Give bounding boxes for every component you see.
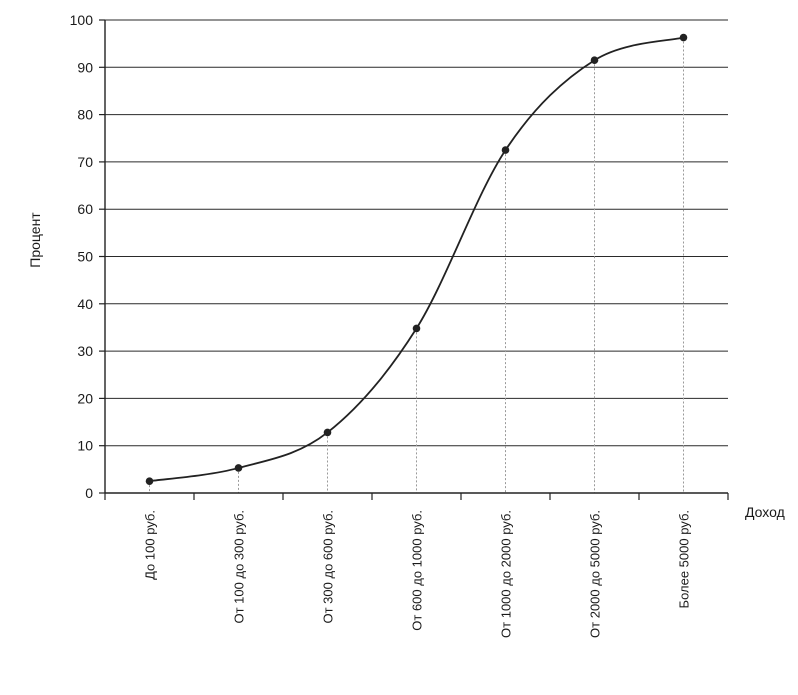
xtick-label-3: От 300 до 600 руб. xyxy=(321,510,336,624)
y-axis-title: Процент xyxy=(27,212,43,268)
xtick-label-7: Более 5000 руб. xyxy=(677,510,692,608)
data-point-1 xyxy=(145,477,154,485)
ytick-label-0: 0 xyxy=(85,485,93,501)
xtick-label-5: От 1000 до 2000 руб. xyxy=(499,510,514,638)
data-point-4 xyxy=(412,324,421,333)
x-axis-title: Доход xyxy=(745,504,785,520)
ytick-label-10: 10 xyxy=(77,438,93,454)
xtick-label-4: От 600 до 1000 руб. xyxy=(410,510,425,631)
data-point-7 xyxy=(679,33,688,42)
ytick-label-50: 50 xyxy=(77,249,93,265)
ytick-label-30: 30 xyxy=(77,343,93,359)
ytick-label-40: 40 xyxy=(77,296,93,312)
drop-lines xyxy=(149,37,684,493)
ytick-label-20: 20 xyxy=(77,390,93,406)
ytick-label-60: 60 xyxy=(77,201,93,217)
data-line xyxy=(149,36,684,483)
data-point-3 xyxy=(323,428,332,437)
ytick-label-80: 80 xyxy=(77,107,93,123)
data-points xyxy=(145,33,688,485)
ytick-label-70: 70 xyxy=(77,154,93,170)
xtick-label-1: До 100 руб. xyxy=(143,510,158,580)
grid-lines xyxy=(105,19,728,447)
ytick-label-100: 100 xyxy=(70,12,94,28)
series-line xyxy=(149,36,684,483)
x-ticks: До 100 руб. От 100 до 300 руб. От 300 до 6… xyxy=(104,493,729,638)
ytick-label-90: 90 xyxy=(77,59,93,75)
xtick-label-2: От 100 до 300 руб. xyxy=(232,510,247,624)
data-point-6 xyxy=(590,56,599,65)
data-point-5 xyxy=(501,146,510,154)
data-point-2 xyxy=(234,464,243,472)
xtick-label-6: От 2000 до 5000 руб. xyxy=(588,510,603,638)
y-ticks: 0 10 20 30 40 50 60 70 80 90 100 xyxy=(70,12,105,501)
